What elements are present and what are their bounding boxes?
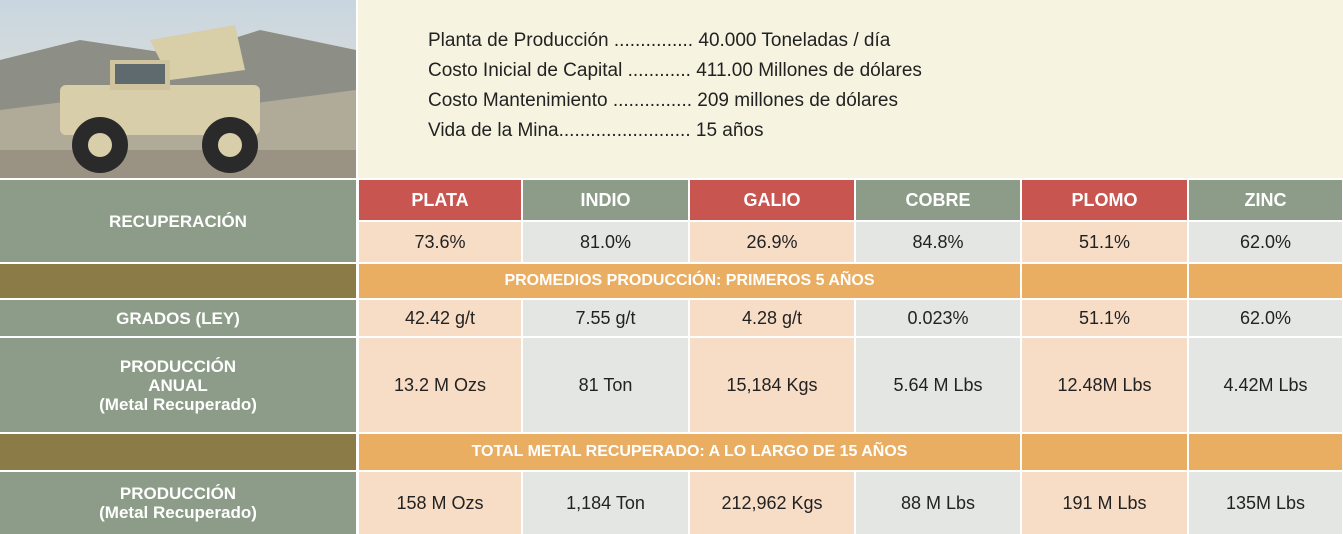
row-label: PRODUCCIÓN ANUAL (Metal Recuperado) — [0, 338, 356, 432]
value-cell: 51.1% — [1022, 222, 1187, 262]
value-cell: 135M Lbs — [1189, 472, 1342, 534]
column-header: INDIO — [523, 180, 688, 220]
value-cell: 191 M Lbs — [1022, 472, 1187, 534]
value-cell: 51.1% — [1022, 300, 1187, 336]
row-label: GRADOS (LEY) — [0, 300, 356, 336]
info-value: 15 años — [695, 120, 764, 141]
banner-cell — [1189, 264, 1342, 298]
row-label-line: PRODUCCIÓN — [119, 356, 237, 376]
info-value: 40.000 Toneladas / día — [698, 30, 891, 51]
info-value: 209 millones de dólares — [697, 90, 898, 111]
value-cell: 5.64 M Lbs — [856, 338, 1020, 432]
value-cell: 62.0% — [1189, 222, 1342, 262]
value-cell: 7.55 g/t — [523, 300, 688, 336]
column-header: PLOMO — [1022, 180, 1187, 220]
row-label: RECUPERACIÓN — [0, 180, 356, 262]
banner-cell — [1022, 434, 1187, 470]
value-cell: 73.6% — [359, 222, 521, 262]
info-panel: Planta de Producción ............... 40.… — [358, 0, 1343, 178]
banner-cell — [1189, 434, 1342, 470]
value-cell: 212,962 Kgs — [690, 472, 854, 534]
info-label: Planta de Producción ............... — [428, 30, 694, 51]
value-cell: 26.9% — [690, 222, 854, 262]
banner-cell — [1022, 264, 1187, 298]
value-cell: 12.48M Lbs — [1022, 338, 1187, 432]
value-cell: 15,184 Kgs — [690, 338, 854, 432]
column-header: PLATA — [359, 180, 521, 220]
row-label-line: ANUAL — [148, 375, 208, 395]
value-cell: 62.0% — [1189, 300, 1342, 336]
value-cell: 81 Ton — [523, 338, 688, 432]
row-label-line: (Metal Recuperado) — [99, 503, 257, 522]
value-cell: 84.8% — [856, 222, 1020, 262]
value-cell: 88 M Lbs — [856, 472, 1020, 534]
info-line: Costo Mantenimiento ............... 209 … — [428, 90, 898, 112]
mine-photo — [0, 0, 356, 178]
info-label: Costo Inicial de Capital ............ — [428, 60, 691, 81]
info-line: Costo Inicial de Capital ............ 41… — [428, 60, 922, 82]
info-value: 411.00 Millones de dólares — [696, 60, 922, 81]
value-cell: 158 M Ozs — [359, 472, 521, 534]
info-label: Costo Mantenimiento ............... — [428, 90, 692, 111]
value-cell: 42.42 g/t — [359, 300, 521, 336]
value-cell: 1,184 Ton — [523, 472, 688, 534]
row-label-line: PRODUCCIÓN — [119, 484, 237, 503]
value-cell: 81.0% — [523, 222, 688, 262]
column-header: GALIO — [690, 180, 854, 220]
banner-left — [0, 434, 356, 470]
column-header: ZINC — [1189, 180, 1342, 220]
value-cell: 4.28 g/t — [690, 300, 854, 336]
info-line: Vida de la Mina.........................… — [428, 120, 764, 142]
column-header: COBRE — [856, 180, 1020, 220]
value-cell: 4.42M Lbs — [1189, 338, 1342, 432]
banner: PROMEDIOS PRODUCCIÓN: PRIMEROS 5 AÑOS — [359, 264, 1020, 298]
row-label: PRODUCCIÓN (Metal Recuperado) — [0, 472, 356, 534]
info-line: Planta de Producción ............... 40.… — [428, 30, 890, 52]
banner-left — [0, 264, 356, 298]
value-cell: 0.023% — [856, 300, 1020, 336]
info-label: Vida de la Mina......................... — [428, 120, 691, 141]
value-cell: 13.2 M Ozs — [359, 338, 521, 432]
banner: TOTAL METAL RECUPERADO: A LO LARGO DE 15… — [359, 434, 1020, 470]
row-label-line: (Metal Recuperado) — [99, 394, 257, 414]
